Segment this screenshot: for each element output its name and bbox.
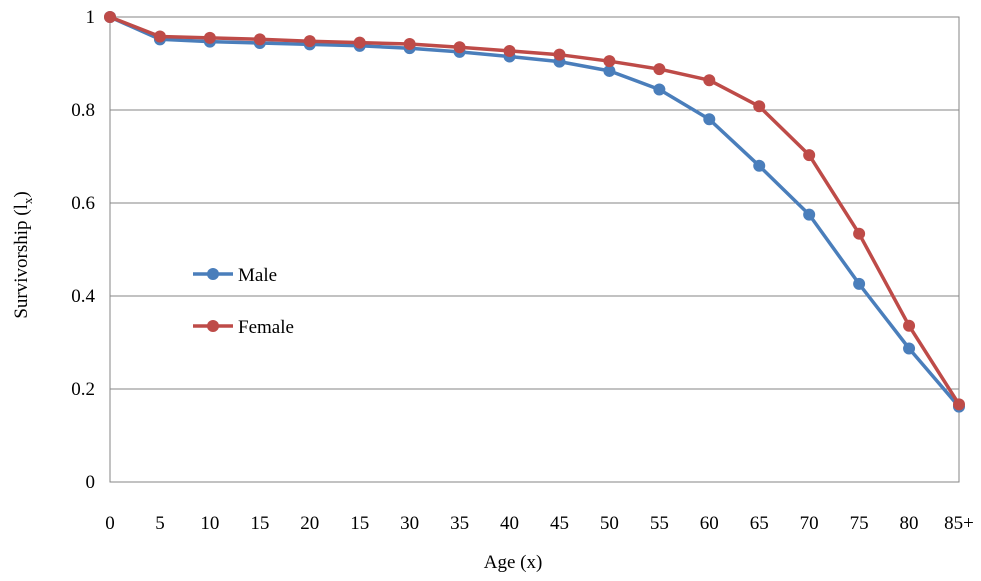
x-tick-label: 45 — [550, 513, 569, 534]
data-point-female — [803, 149, 816, 162]
x-tick-label: 65 — [750, 513, 769, 534]
data-point-male — [603, 64, 616, 77]
data-point-female — [503, 44, 516, 57]
x-tick-label: 85+ — [944, 513, 974, 534]
gridlines — [110, 109, 959, 390]
data-point-male — [703, 113, 716, 126]
legend-label-male: Male — [238, 265, 277, 286]
x-axis-ticks: 0 5 10 15 20 15 30 35 40 45 50 55 60 65 70 75 80 85+ — [105, 513, 974, 534]
data-point-female — [753, 100, 766, 113]
legend-item-male: Male — [193, 265, 277, 286]
data-point-female — [703, 74, 716, 87]
x-tick-label: 70 — [800, 513, 819, 534]
data-point-male — [753, 159, 766, 172]
y-tick-label: 0.8 — [71, 100, 95, 121]
plot-area-border — [109, 16, 960, 483]
data-point-female — [203, 31, 216, 44]
data-point-female — [253, 33, 266, 46]
y-tick-label: 0.4 — [71, 286, 95, 307]
y-axis-title: Survivorship (lx) — [11, 191, 35, 318]
data-point-female — [453, 41, 466, 54]
y-axis-title-close: ) — [11, 191, 32, 197]
x-tick-label: 80 — [900, 513, 919, 534]
data-point-female — [653, 63, 666, 76]
series-layer — [104, 11, 965, 413]
data-point-female — [603, 55, 616, 68]
data-point-male — [653, 83, 666, 96]
series-line-male — [109, 15, 961, 408]
data-point-female — [903, 319, 916, 332]
series-male — [104, 11, 965, 413]
x-axis-title: Age (x) — [484, 552, 543, 573]
data-point-female — [853, 227, 866, 240]
legend-item-female: Female — [193, 317, 294, 338]
y-tick-label: 0 — [86, 472, 96, 493]
x-tick-label: 50 — [600, 513, 619, 534]
legend: Male Female — [193, 265, 294, 338]
x-tick-label: 0 — [105, 513, 115, 534]
data-point-female — [403, 37, 416, 50]
data-point-female — [353, 36, 366, 49]
x-tick-label: 10 — [200, 513, 219, 534]
y-axis-title-main: Survivorship (l — [11, 204, 32, 319]
y-tick-label: 0.2 — [71, 379, 95, 400]
data-point-female — [104, 11, 116, 23]
legend-marker-male — [207, 268, 219, 280]
data-point-male — [803, 208, 816, 221]
legend-label-female: Female — [238, 317, 294, 338]
x-tick-label: 15 — [250, 513, 269, 534]
x-tick-label: 75 — [850, 513, 869, 534]
x-tick-label: 55 — [650, 513, 669, 534]
x-tick-label: 15 — [350, 513, 369, 534]
x-tick-label: 35 — [450, 513, 469, 534]
x-tick-label: 20 — [300, 513, 319, 534]
data-point-female — [303, 35, 316, 48]
x-tick-label: 30 — [400, 513, 419, 534]
data-point-male — [903, 342, 916, 355]
legend-marker-female — [207, 320, 219, 332]
y-tick-label: 1 — [86, 7, 96, 28]
x-tick-label: 60 — [700, 513, 719, 534]
y-tick-label: 0.6 — [71, 193, 95, 214]
series-female — [104, 11, 965, 411]
x-tick-label: 40 — [500, 513, 519, 534]
data-point-male — [853, 277, 866, 290]
y-axis-title-subscript: x — [20, 197, 35, 204]
x-tick-label: 5 — [155, 513, 165, 534]
y-axis-ticks: 0 0.2 0.4 0.6 0.8 1 — [71, 7, 95, 493]
series-line-female — [109, 15, 961, 406]
data-point-female — [953, 398, 965, 411]
data-point-female — [553, 48, 566, 61]
data-point-female — [153, 30, 166, 43]
